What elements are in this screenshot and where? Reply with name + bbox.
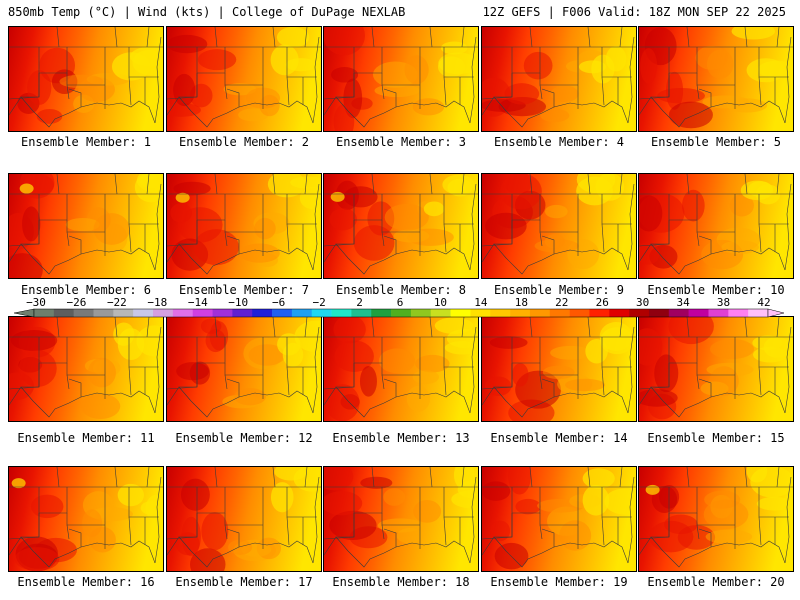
colorbar-swatch	[252, 309, 273, 317]
ensemble-map-12	[166, 316, 322, 422]
ensemble-map-2	[166, 26, 322, 132]
ensemble-member-label: Ensemble Member: 7	[178, 283, 310, 297]
ensemble-member-label: Ensemble Member: 10	[647, 283, 785, 297]
ensemble-member-label: Ensemble Member: 15	[647, 431, 785, 445]
ensemble-map-17	[166, 466, 322, 572]
colorbar-tick-label: −22	[107, 296, 127, 309]
ensemble-map-4	[481, 26, 637, 132]
colorbar-swatch	[688, 309, 709, 317]
colorbar-swatch	[34, 309, 55, 317]
ensemble-map-14	[481, 316, 637, 422]
ensemble-map-6	[8, 173, 164, 279]
colorbar-tick-label: 34	[676, 296, 690, 309]
ensemble-map-13	[323, 316, 479, 422]
colorbar-tick-label: 38	[717, 296, 730, 309]
ensemble-member-label: Ensemble Member: 11	[17, 431, 155, 445]
ensemble-map-9	[481, 173, 637, 279]
colorbar-swatch	[192, 309, 213, 317]
ensemble-member-label: Ensemble Member: 6	[20, 283, 152, 297]
colorbar-swatch	[133, 309, 154, 317]
ensemble-member-label: Ensemble Member: 2	[178, 135, 310, 149]
ensemble-map-18	[323, 466, 479, 572]
ensemble-map-20	[638, 466, 794, 572]
colorbar-swatch	[172, 309, 194, 317]
colorbar-swatch	[73, 309, 94, 317]
colorbar-tick-label: −26	[67, 296, 87, 309]
ensemble-map-5	[638, 26, 794, 132]
ensemble-member-label: Ensemble Member: 1	[20, 135, 152, 149]
ensemble-member-label: Ensemble Member: 17	[175, 575, 313, 589]
colorbar-swatch	[648, 309, 670, 317]
colorbar-tick-label: 22	[555, 296, 568, 309]
colorbar-swatch	[410, 309, 432, 317]
colorbar-swatch	[589, 309, 610, 317]
colorbar-swatch	[450, 309, 471, 317]
ensemble-member-label: Ensemble Member: 3	[335, 135, 467, 149]
colorbar-swatch	[311, 309, 332, 317]
ensemble-member-label: Ensemble Member: 4	[493, 135, 625, 149]
ensemble-map-11	[8, 316, 164, 422]
ensemble-map-8	[323, 173, 479, 279]
colorbar-tick-label: 2	[356, 296, 363, 309]
colorbar-swatch	[609, 309, 630, 317]
colorbar-tick-label: −6	[272, 296, 285, 309]
colorbar-swatch	[272, 309, 293, 317]
colorbar-swatch	[351, 309, 372, 317]
colorbar-swatch	[490, 309, 511, 317]
colorbar-swatch	[93, 309, 114, 317]
colorbar-swatch	[470, 309, 491, 317]
map-title: 850mb Temp (°C) | Wind (kts) | College o…	[8, 5, 406, 19]
colorbar-swatch	[529, 309, 551, 317]
colorbar-tick-label: −18	[147, 296, 167, 309]
ensemble-member-label: Ensemble Member: 20	[647, 575, 785, 589]
colorbar-tick-label: −10	[228, 296, 248, 309]
colorbar-swatch	[510, 309, 531, 317]
colorbar-swatch	[629, 309, 650, 317]
colorbar-tick-label: 18	[515, 296, 528, 309]
colorbar-tick-label: 14	[474, 296, 488, 309]
ensemble-map-15	[638, 316, 794, 422]
colorbar-swatch	[153, 309, 174, 317]
ensemble-member-label: Ensemble Member: 8	[335, 283, 467, 297]
ensemble-member-label: Ensemble Member: 14	[490, 431, 628, 445]
colorbar-swatch	[668, 309, 689, 317]
ensemble-member-label: Ensemble Member: 5	[650, 135, 782, 149]
colorbar-swatch	[728, 309, 749, 317]
colorbar-swatch	[291, 309, 313, 317]
colorbar-swatch	[232, 309, 253, 317]
ensemble-map-19	[481, 466, 637, 572]
ensemble-map-10	[638, 173, 794, 279]
ensemble-member-label: Ensemble Member: 16	[17, 575, 155, 589]
colorbar-swatch	[549, 309, 570, 317]
colorbar-tick-label: 6	[397, 296, 404, 309]
colorbar-tick-label: −2	[312, 296, 325, 309]
temperature-colorbar: −30 −26 −22 −18 −14 −10 −6 −2 2 6 10 14 18 22 26 30 34 38…	[13, 296, 785, 318]
ensemble-member-label: Ensemble Member: 13	[332, 431, 470, 445]
ensemble-member-label: Ensemble Member: 9	[493, 283, 625, 297]
ensemble-member-label: Ensemble Member: 12	[175, 431, 313, 445]
ensemble-map-3	[323, 26, 479, 132]
colorbar-tick-label: 10	[434, 296, 447, 309]
ensemble-map-7	[166, 173, 322, 279]
colorbar-tick-label: 26	[596, 296, 609, 309]
colorbar-swatch	[430, 309, 451, 317]
colorbar-tick-label: 30	[636, 296, 649, 309]
ensemble-map-1	[8, 26, 164, 132]
colorbar-tick-label: −30	[26, 296, 46, 309]
ensemble-member-label: Ensemble Member: 18	[332, 575, 470, 589]
colorbar-swatch	[748, 309, 769, 317]
colorbar-swatch	[569, 309, 590, 317]
colorbar-swatch	[331, 309, 352, 317]
run-valid-time: 12Z GEFS | F006 Valid: 18Z MON SEP 22 20…	[482, 5, 786, 19]
colorbar-tick-label: 42	[757, 296, 770, 309]
colorbar-tick-label: −14	[188, 296, 208, 309]
colorbar-swatch	[212, 309, 233, 317]
ensemble-map-16	[8, 466, 164, 572]
ensemble-member-label: Ensemble Member: 19	[490, 575, 628, 589]
colorbar-swatch	[391, 309, 412, 317]
colorbar-swatch	[53, 309, 74, 317]
colorbar-swatch	[113, 309, 134, 317]
colorbar-swatch	[708, 309, 729, 317]
colorbar-swatch	[371, 309, 392, 317]
